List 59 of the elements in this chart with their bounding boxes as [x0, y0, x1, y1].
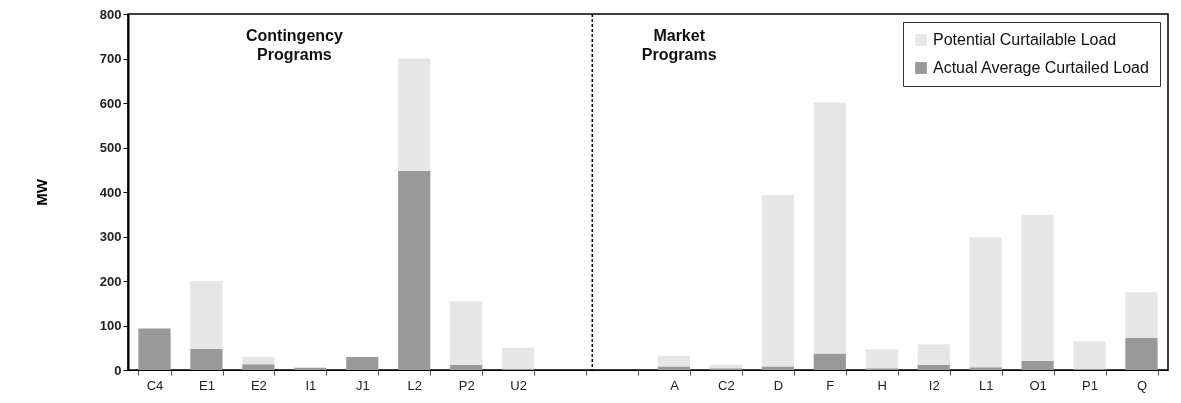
- x-tick-label: I2: [928, 377, 940, 393]
- bar: [865, 349, 898, 369]
- x-tick-label: E2: [250, 377, 267, 393]
- bar: [1125, 292, 1158, 338]
- x-tick-label: F: [826, 377, 835, 393]
- bar: [346, 357, 379, 370]
- bar: [657, 355, 691, 367]
- bar: [917, 344, 950, 365]
- bar: [1073, 341, 1106, 370]
- annotation: Market Programs: [641, 27, 717, 63]
- y-tick-label: 0: [114, 362, 122, 378]
- x-tick-label: C2: [718, 377, 735, 393]
- y-tick-label: 500: [99, 140, 122, 155]
- bar: [242, 357, 275, 365]
- bar: [450, 364, 483, 370]
- y-tick-label: 300: [99, 229, 122, 244]
- bar: [502, 347, 535, 369]
- y-tick-label: 400: [99, 184, 122, 200]
- x-tick-label: L2: [407, 377, 422, 393]
- bar: [398, 171, 431, 370]
- bar: [138, 328, 171, 370]
- x-tick-label: U2: [510, 377, 527, 393]
- x-tick-label: P2: [458, 377, 475, 393]
- bar: [450, 301, 483, 365]
- y-tick-label: 700: [99, 51, 122, 66]
- bar: [761, 195, 794, 367]
- x-tick-label: I1: [305, 377, 317, 393]
- x-tick-label: L1: [978, 377, 994, 393]
- x-tick-label: D: [773, 377, 784, 393]
- legend-label: Potential Curtailable Load: [933, 31, 1117, 48]
- y-tick-label: 800: [99, 6, 122, 22]
- x-tick-label: A: [670, 377, 680, 393]
- bar: [1125, 337, 1158, 370]
- bar: [657, 366, 691, 370]
- legend-label: Actual Average Curtailed Load: [933, 59, 1149, 76]
- x-tick-label: Q: [1136, 377, 1148, 393]
- bar: [398, 58, 431, 172]
- bar: [813, 102, 846, 354]
- bar: [190, 349, 223, 370]
- y-tick-label: 200: [99, 273, 122, 289]
- bar: [190, 281, 223, 350]
- bar: [1021, 360, 1054, 370]
- x-tick-label: P1: [1082, 377, 1099, 393]
- y-tick-label: 100: [99, 318, 122, 333]
- annotation: Contingency Programs: [245, 27, 343, 63]
- x-tick-label: C4: [146, 377, 164, 393]
- x-tick-label: H: [877, 377, 887, 393]
- y-axis-title: MW: [32, 178, 50, 206]
- bar: [761, 366, 794, 370]
- bar: [813, 353, 846, 370]
- bar: [917, 364, 950, 370]
- bar: [1021, 214, 1054, 361]
- y-tick-label: 600: [99, 95, 122, 111]
- bar: [242, 364, 275, 370]
- x-tick-label: E1: [198, 377, 215, 393]
- x-tick-label: J1: [355, 377, 370, 393]
- bar: [969, 367, 1002, 370]
- x-tick-label: O1: [1029, 377, 1047, 393]
- bar: [969, 237, 1002, 368]
